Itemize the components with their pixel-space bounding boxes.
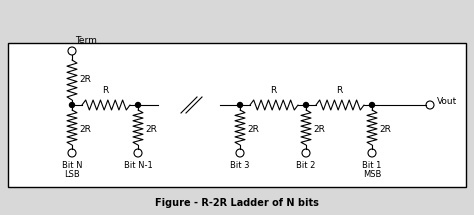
Circle shape [370,103,374,108]
Text: Bit 2: Bit 2 [296,161,316,170]
Text: R: R [270,86,276,95]
Text: R: R [102,86,108,95]
Circle shape [136,103,140,108]
Text: MSB: MSB [363,170,381,179]
Text: 2R: 2R [79,75,91,84]
Text: R: R [336,86,342,95]
Text: Vout: Vout [437,97,457,106]
Text: Term: Term [75,36,97,45]
Text: 2R: 2R [247,124,259,134]
Bar [8,43,466,187]
Text: Figure - R-2R Ladder of N bits: Figure - R-2R Ladder of N bits [155,198,319,208]
Circle shape [70,103,74,108]
Text: 2R: 2R [379,124,391,134]
Circle shape [237,103,243,108]
Text: Bit N: Bit N [62,161,82,170]
Text: Bit N-1: Bit N-1 [124,161,152,170]
Text: Bit 1: Bit 1 [362,161,382,170]
Text: 2R: 2R [145,124,157,134]
Text: 2R: 2R [313,124,325,134]
Text: 2R: 2R [79,124,91,134]
Circle shape [303,103,309,108]
Text: Bit 3: Bit 3 [230,161,250,170]
Text: LSB: LSB [64,170,80,179]
